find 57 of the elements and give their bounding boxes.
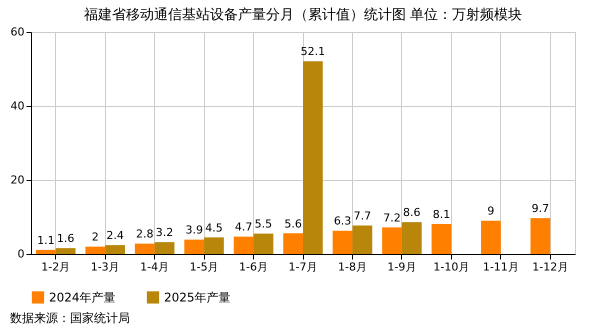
bar <box>254 234 274 254</box>
x-tick-label: 1-4月 <box>140 260 170 274</box>
y-tick-label: 20 <box>10 174 24 186</box>
bar <box>134 244 155 254</box>
bar <box>283 233 303 254</box>
source-note: 数据来源：国家统计局 <box>10 310 130 327</box>
bar <box>402 222 422 254</box>
bar <box>56 248 76 254</box>
x-tick-label: 1-8月 <box>338 260 367 274</box>
x-tick-label: 1-5月 <box>190 260 219 274</box>
legend-label: 2025年产量 <box>164 290 231 304</box>
data-label: 8.6 <box>403 206 421 220</box>
bar <box>530 218 550 254</box>
bar <box>432 224 452 254</box>
bar <box>234 236 254 254</box>
data-label: 5.6 <box>284 217 302 230</box>
data-label: 4.7 <box>234 220 252 234</box>
bar <box>184 240 204 254</box>
data-label: 4.5 <box>205 221 223 234</box>
y-tick-label: 60 <box>10 26 24 38</box>
data-label: 1.6 <box>56 232 74 246</box>
bar <box>332 230 352 254</box>
legend-label: 2024年产量 <box>49 290 116 304</box>
bar <box>105 245 125 254</box>
x-tick-label: 1-6月 <box>239 260 268 274</box>
x-tick-label: 1-9月 <box>387 260 416 274</box>
x-tick-label: 1-3月 <box>90 260 120 274</box>
data-label: 3.9 <box>185 224 203 237</box>
bar <box>85 246 106 254</box>
data-label: 9 <box>487 204 494 218</box>
data-label: 2 <box>92 230 99 244</box>
bar <box>303 61 323 254</box>
x-tick-label: 1-12月 <box>532 260 568 274</box>
data-label: 2.4 <box>106 229 124 242</box>
data-label: 3.2 <box>156 226 174 240</box>
data-label: 8.1 <box>432 208 450 222</box>
bar <box>382 227 402 254</box>
bar <box>154 242 174 254</box>
y-tick-label: 40 <box>10 100 24 112</box>
data-label: 52.1 <box>300 45 326 58</box>
data-label: 5.5 <box>254 218 272 231</box>
bar <box>36 250 56 254</box>
bar <box>204 237 224 254</box>
x-tick-label: 1-10月 <box>433 260 470 274</box>
data-label: 7.2 <box>383 211 401 224</box>
x-tick-label: 1-7月 <box>288 260 318 274</box>
bar <box>352 226 372 254</box>
y-tick-label: 0 <box>18 248 24 260</box>
data-label: 9.7 <box>532 202 550 216</box>
x-tick-label: 1-2月 <box>41 260 70 274</box>
data-label: 7.7 <box>354 210 372 223</box>
bar <box>481 220 501 254</box>
data-label: 2.8 <box>136 228 154 241</box>
data-label: 1.1 <box>37 234 55 247</box>
x-tick-label: 1-11月 <box>482 260 519 274</box>
chart-title: 福建省移动通信基站设备产量分月（累计值）统计图 单位：万射频模块 <box>84 7 522 23</box>
data-label: 6.3 <box>334 214 352 228</box>
